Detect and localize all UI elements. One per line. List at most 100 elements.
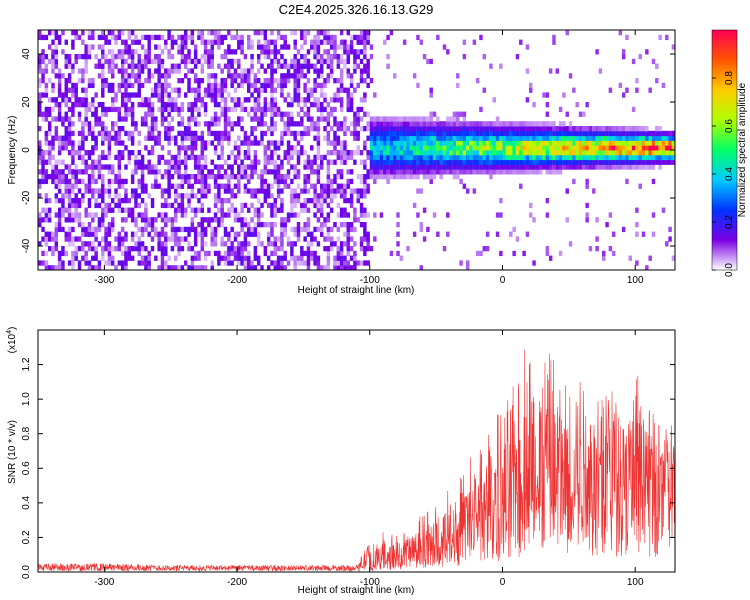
heatmap-cell (296, 236, 301, 242)
heatmap-cell (608, 135, 613, 141)
heatmap-cell (193, 106, 198, 113)
heatmap-cell (648, 164, 652, 170)
heatmap-cell (446, 159, 450, 165)
heatmap-cell (237, 97, 241, 103)
heatmap-cell (167, 183, 171, 189)
heatmap-cell (605, 126, 609, 132)
heatmap-cell (61, 207, 65, 213)
heatmap-cell (366, 188, 370, 194)
heatmap-cell (154, 44, 158, 50)
heatmap-cell (91, 169, 95, 175)
heatmap-cell (276, 255, 281, 261)
heatmap-cell (91, 159, 95, 165)
heatmap-cell (452, 140, 457, 146)
heatmap-cell (346, 102, 350, 108)
heatmap-cell (270, 193, 274, 199)
heatmap-cell (296, 58, 301, 65)
heatmap-cell (170, 174, 175, 180)
heatmap-cell (399, 150, 404, 156)
heatmap-cell (170, 159, 175, 165)
heatmap-cell (489, 140, 493, 146)
heatmap-cell (578, 145, 583, 151)
heatmap-cell (207, 82, 211, 89)
heatmap-cell (509, 164, 513, 170)
heatmap-cell (220, 140, 224, 146)
heatmap-cell (117, 178, 122, 185)
heatmap-cell (402, 116, 407, 122)
heatmap-cell (495, 116, 500, 122)
heatmap-cell (436, 154, 440, 161)
heatmap-cell (233, 34, 238, 41)
heatmap-cell (87, 44, 92, 50)
heatmap-cell (349, 154, 354, 161)
heatmap-cell (81, 169, 85, 175)
heatmap-cell (582, 111, 586, 117)
heatmap-cell (465, 265, 470, 270)
heatmap-cell (638, 54, 642, 60)
heatmap-cell (472, 135, 477, 141)
heatmap-cell (104, 260, 108, 266)
heatmap-cell (54, 58, 59, 65)
heatmap-cell (223, 87, 228, 93)
heatmap-cell (150, 58, 155, 65)
heatmap-cell (144, 102, 148, 108)
heatmap-cell (545, 164, 550, 170)
heatmap-cell (160, 188, 165, 194)
heatmap-cell (263, 34, 268, 41)
heatmap-cell (631, 135, 636, 141)
heatmap-cell (499, 150, 503, 156)
heatmap-cell (147, 164, 151, 170)
heatmap-cell (363, 178, 367, 185)
heatmap-cell (270, 49, 274, 55)
heatmap-cell (306, 226, 311, 233)
heatmap-cell (223, 212, 228, 218)
heatmap-cell (183, 169, 188, 175)
heatmap-cell (41, 236, 45, 242)
heatmap-cell (164, 73, 168, 79)
heatmap-cell (174, 39, 178, 45)
heatmap-cell (183, 73, 188, 79)
heatmap-cell (174, 154, 178, 161)
heatmap-cell (363, 126, 367, 132)
heatmap-cell (134, 39, 138, 45)
heatmap-cell (436, 135, 440, 141)
heatmap-cell (134, 222, 138, 228)
heatmap-cell (320, 154, 324, 161)
heatmap-cell (240, 44, 244, 50)
heatmap-cell (137, 54, 141, 60)
spectrogram-y-tick-label: 20 (21, 96, 32, 108)
heatmap-cell (217, 222, 221, 228)
heatmap-cell (213, 135, 218, 141)
heatmap-cell (359, 188, 364, 194)
heatmap-cell (193, 178, 198, 185)
heatmap-cell (482, 54, 487, 60)
heatmap-cell (174, 63, 178, 69)
heatmap-cell (392, 164, 397, 170)
heatmap-cell (240, 207, 244, 213)
heatmap-cell (286, 73, 291, 79)
heatmap-cell (51, 174, 55, 180)
heatmap-cell (117, 241, 122, 247)
heatmap-cell (379, 154, 384, 161)
heatmap-cell (635, 207, 639, 213)
heatmap-cell (187, 106, 191, 113)
heatmap-cell (366, 135, 370, 141)
heatmap-cell (296, 78, 301, 84)
heatmap-cell (213, 92, 218, 98)
heatmap-cell (366, 183, 370, 189)
heatmap-cell (120, 68, 125, 74)
heatmap-cell (164, 82, 168, 89)
heatmap-cell (51, 97, 55, 103)
heatmap-cell (502, 135, 506, 141)
heatmap-cell (568, 140, 573, 146)
heatmap-cell (273, 159, 278, 165)
heatmap-cell (247, 87, 251, 93)
heatmap-cell (469, 140, 473, 146)
heatmap-cell (101, 49, 105, 55)
heatmap-cell (588, 159, 593, 165)
heatmap-cell (67, 78, 72, 84)
heatmap-cell (247, 39, 251, 45)
heatmap-cell (548, 68, 553, 74)
heatmap-cell (81, 121, 85, 127)
heatmap-cell (67, 164, 72, 170)
